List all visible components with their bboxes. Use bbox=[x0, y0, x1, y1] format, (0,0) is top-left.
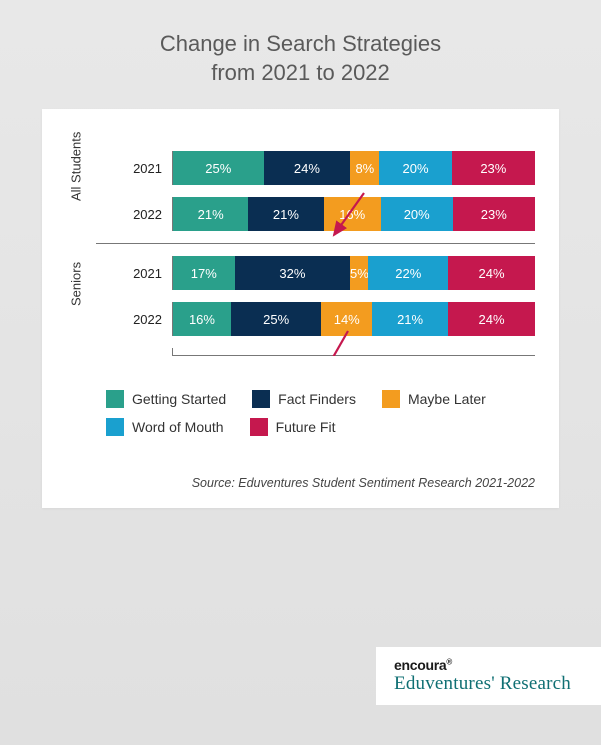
axis-line bbox=[172, 348, 535, 356]
legend-label: Maybe Later bbox=[408, 391, 486, 407]
bar-segment: 24% bbox=[448, 256, 535, 290]
source-citation: Source: Eduventures Student Sentiment Re… bbox=[66, 476, 535, 490]
legend-swatch bbox=[252, 390, 270, 408]
bar-segment: 20% bbox=[381, 197, 453, 231]
bar-segment: 24% bbox=[264, 151, 351, 185]
row-label: 2022 bbox=[126, 312, 172, 327]
group-divider bbox=[96, 243, 535, 244]
bar-row: 202221%21%16%20%23% bbox=[126, 197, 535, 231]
stacked-bar: 21%21%16%20%23% bbox=[172, 197, 535, 231]
footer-brand-1: encoura® bbox=[394, 657, 571, 673]
bar-segment: 22% bbox=[368, 256, 448, 290]
title-line-2: from 2021 to 2022 bbox=[0, 59, 601, 88]
stacked-bar: 17%32%5%22%24% bbox=[172, 256, 535, 290]
bar-segment: 25% bbox=[173, 151, 264, 185]
bar-segment: 5% bbox=[350, 256, 368, 290]
bar-groups: All Students202125%24%8%20%23%202221%21%… bbox=[66, 151, 535, 356]
legend-swatch bbox=[382, 390, 400, 408]
row-label: 2021 bbox=[126, 266, 172, 281]
bar-segment: 23% bbox=[452, 151, 535, 185]
bar-segment: 25% bbox=[231, 302, 322, 336]
legend-item: Word of Mouth bbox=[106, 418, 224, 436]
bar-segment: 23% bbox=[453, 197, 535, 231]
bar-segment: 16% bbox=[324, 197, 381, 231]
legend-label: Fact Finders bbox=[278, 391, 356, 407]
bar-segment: 24% bbox=[448, 302, 535, 336]
group-label: All Students bbox=[69, 181, 84, 201]
bar-group: Seniors202117%32%5%22%24%202216%25%14%21… bbox=[66, 256, 535, 336]
legend-swatch bbox=[106, 418, 124, 436]
legend-item: Fact Finders bbox=[252, 390, 356, 408]
chart-title: Change in Search Strategies from 2021 to… bbox=[0, 0, 601, 87]
bar-group: All Students202125%24%8%20%23%202221%21%… bbox=[66, 151, 535, 231]
legend-item: Getting Started bbox=[106, 390, 226, 408]
stacked-bar: 16%25%14%21%24% bbox=[172, 302, 535, 336]
row-label: 2021 bbox=[126, 161, 172, 176]
legend-label: Word of Mouth bbox=[132, 419, 224, 435]
bar-segment: 21% bbox=[372, 302, 448, 336]
bar-segment: 21% bbox=[173, 197, 248, 231]
bar-segment: 14% bbox=[321, 302, 372, 336]
bar-row: 202216%25%14%21%24% bbox=[126, 302, 535, 336]
footer-brand-2: Eduventures' Research bbox=[394, 673, 571, 695]
footer-logo: encoura® Eduventures' Research bbox=[376, 647, 601, 705]
bar-row: 202125%24%8%20%23% bbox=[126, 151, 535, 185]
bar-row: 202117%32%5%22%24% bbox=[126, 256, 535, 290]
legend-label: Future Fit bbox=[276, 419, 336, 435]
bar-segment: 20% bbox=[379, 151, 451, 185]
bar-segment: 16% bbox=[173, 302, 231, 336]
bar-segment: 32% bbox=[235, 256, 351, 290]
chart-card: All Students202125%24%8%20%23%202221%21%… bbox=[42, 109, 559, 508]
legend-swatch bbox=[250, 418, 268, 436]
legend-label: Getting Started bbox=[132, 391, 226, 407]
title-line-1: Change in Search Strategies bbox=[0, 30, 601, 59]
legend-swatch bbox=[106, 390, 124, 408]
bar-segment: 8% bbox=[350, 151, 379, 185]
row-label: 2022 bbox=[126, 207, 172, 222]
legend: Getting Started Fact Finders Maybe Later Wo… bbox=[66, 390, 535, 436]
legend-item: Maybe Later bbox=[382, 390, 486, 408]
bar-segment: 21% bbox=[248, 197, 323, 231]
group-label: Seniors bbox=[69, 286, 84, 306]
chart-area: All Students202125%24%8%20%23%202221%21%… bbox=[66, 151, 535, 356]
legend-item: Future Fit bbox=[250, 418, 336, 436]
bar-segment: 17% bbox=[173, 256, 235, 290]
stacked-bar: 25%24%8%20%23% bbox=[172, 151, 535, 185]
